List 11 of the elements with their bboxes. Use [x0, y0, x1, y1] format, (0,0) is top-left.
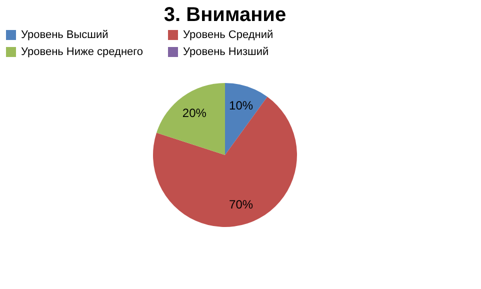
legend-label: Уровень Высший: [21, 29, 108, 41]
pie-slice: [225, 83, 268, 155]
data-label: 10%: [229, 98, 254, 113]
legend-label: Уровень Средний: [183, 29, 274, 41]
data-label: 70%: [229, 197, 254, 212]
pie-slice: [153, 96, 297, 227]
data-label: 20%: [182, 106, 207, 120]
chart-title: 3. Внимание: [164, 4, 286, 26]
legend-label: Уровень Ниже среднего: [21, 46, 144, 58]
pie-slice: [156, 83, 225, 155]
legend-label: Уровень Низший: [183, 46, 269, 58]
